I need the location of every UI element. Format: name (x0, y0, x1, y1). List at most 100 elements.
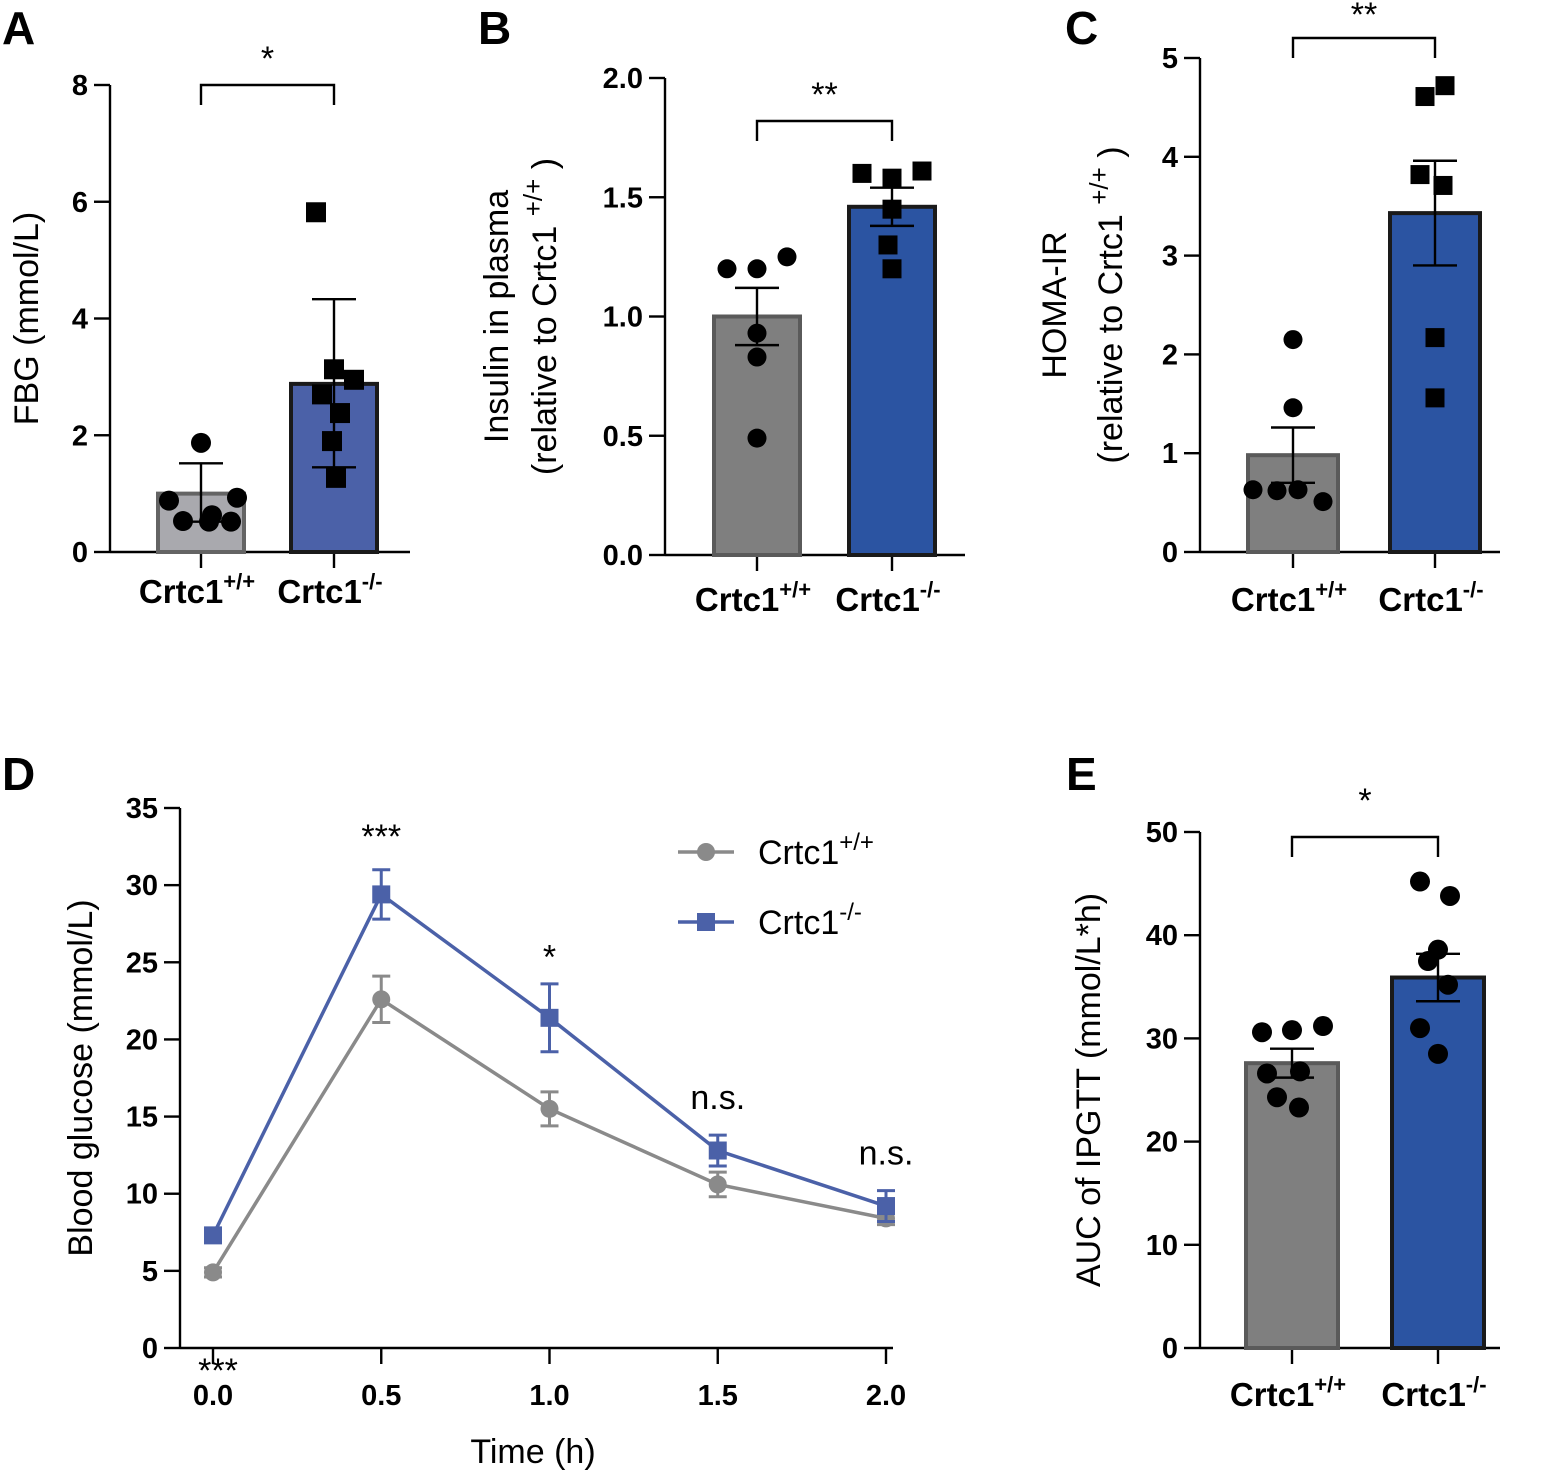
category-base: Crtc1 (695, 581, 779, 618)
category-sup: +/+ (1314, 1372, 1346, 1397)
legend-label: Crtc1+/+ (758, 829, 874, 872)
significance-label: n.s. (859, 1134, 914, 1172)
category-sup: -/- (362, 569, 383, 594)
data-point (372, 885, 391, 904)
y-axis-title-sup: +/+ (1084, 167, 1114, 205)
data-point (227, 487, 247, 508)
data-point (1290, 1061, 1310, 1082)
data-point (878, 235, 898, 255)
y-tick-label: 0 (72, 537, 88, 569)
data-point (1267, 1087, 1287, 1108)
category-base: Crtc1 (1231, 581, 1315, 618)
data-point (173, 511, 193, 532)
y-tick-label: 0 (142, 1333, 158, 1365)
y-tick-label: 1.5 (603, 182, 643, 214)
data-point (852, 163, 872, 183)
y-tick-label: 30 (126, 870, 158, 902)
y-tick-label: 35 (126, 793, 158, 825)
data-point (221, 511, 241, 532)
y-tick-label: 0.5 (603, 421, 643, 453)
category-label: Crtc1-/- (1378, 577, 1483, 618)
data-point (1410, 871, 1430, 892)
significance-bracket (199, 83, 336, 105)
data-point (324, 359, 344, 380)
y-axis-title-line2: (relative to Crtc1 +/+ ) (518, 158, 564, 475)
y-axis-title: Insulin in plasma (478, 190, 516, 443)
legend-marker (697, 843, 715, 861)
data-point (882, 199, 902, 219)
significance-label: * (261, 40, 274, 78)
y-tick-label: 4 (72, 304, 88, 336)
significance-bracket (1290, 835, 1440, 857)
data-point (1252, 1022, 1272, 1043)
data-point (372, 990, 391, 1009)
data-point (1415, 87, 1435, 107)
significance-label: *** (361, 818, 401, 856)
significance-label: ** (1351, 0, 1377, 34)
data-point (1288, 480, 1308, 500)
data-point (330, 403, 350, 424)
data-point (747, 323, 767, 343)
data-point (1433, 175, 1453, 195)
data-point (1410, 165, 1430, 185)
legend-label: Crtc1-/- (758, 899, 862, 942)
data-point (1282, 1020, 1302, 1041)
significance-label: *** (198, 1352, 238, 1390)
legend-label-sup: +/+ (839, 829, 874, 856)
y-tick-label: 0 (1162, 1333, 1178, 1365)
category-label: Crtc1+/+ (1230, 1372, 1346, 1413)
y-tick-label: 20 (126, 1024, 158, 1056)
category-sup: -/- (1466, 1372, 1487, 1397)
panel-letter: C (1065, 2, 1098, 54)
category-label: Crtc1-/- (1381, 1372, 1486, 1413)
legend-label-base: Crtc1 (758, 834, 839, 872)
category-label: Crtc1+/+ (695, 577, 811, 618)
data-point (1438, 974, 1458, 995)
category-label: Crtc1+/+ (1231, 577, 1347, 618)
data-point (1289, 1097, 1309, 1118)
significance-label: ** (811, 76, 837, 114)
y-axis-title-line2: (relative to Crtc1 +/+ ) (1084, 146, 1130, 463)
data-point (1428, 1043, 1448, 1064)
x-tick-label: 1.0 (529, 1380, 569, 1412)
data-point (204, 1263, 222, 1282)
data-point (882, 168, 902, 188)
data-point (1243, 480, 1263, 500)
significance-bracket (1291, 36, 1437, 58)
y-tick-label: 50 (1146, 817, 1178, 849)
y-tick-label: 5 (142, 1256, 158, 1288)
x-tick-label: 1.5 (698, 1380, 738, 1412)
data-point (1267, 481, 1287, 501)
data-point (747, 428, 767, 448)
x-tick-label: 2.0 (866, 1380, 906, 1412)
category-base: Crtc1 (1230, 1376, 1314, 1413)
significance-label: * (1358, 782, 1371, 820)
y-tick-label: 10 (1146, 1230, 1178, 1262)
legend-label-sup: -/- (839, 899, 862, 926)
y-axis-title-end: ) (1092, 146, 1130, 167)
y-tick-label: 8 (72, 70, 88, 102)
y-axis-title: AUC of IPGTT (mmol/L*h) (1070, 893, 1108, 1287)
data-point (708, 1175, 727, 1194)
data-point (1257, 1063, 1277, 1084)
data-point (540, 1008, 559, 1027)
data-point (204, 1226, 222, 1245)
y-tick-label: 1.0 (603, 302, 643, 334)
data-point (159, 490, 179, 511)
panel-letter: B (478, 2, 511, 54)
category-sup: -/- (920, 577, 941, 602)
data-point (777, 247, 797, 267)
significance-bracket (755, 119, 894, 141)
data-point (199, 511, 219, 532)
y-tick-label: 5 (1162, 43, 1178, 75)
y-axis-title-sup: +/+ (518, 179, 548, 217)
category-label: Crtc1-/- (277, 569, 382, 610)
data-point (877, 1197, 895, 1216)
panel-letter: D (2, 748, 35, 800)
y-tick-label: 15 (126, 1102, 158, 1134)
category-base: Crtc1 (139, 573, 223, 610)
panel-letter: A (2, 2, 35, 54)
bar (847, 204, 937, 557)
